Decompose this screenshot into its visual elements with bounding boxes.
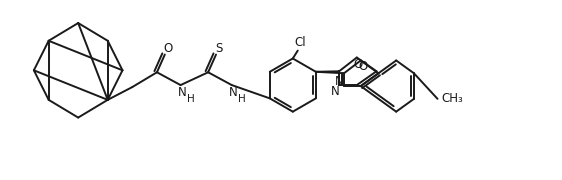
Text: CH₃: CH₃ (442, 92, 463, 105)
Text: O: O (353, 58, 362, 71)
Text: H: H (238, 94, 246, 104)
Text: N: N (229, 86, 238, 100)
Text: O: O (163, 42, 173, 55)
Text: N: N (331, 86, 339, 98)
Text: Cl: Cl (295, 36, 306, 49)
Text: H: H (187, 94, 194, 104)
Text: O: O (358, 60, 368, 73)
Text: S: S (215, 42, 223, 55)
Text: N: N (178, 86, 187, 100)
Text: N: N (335, 75, 343, 88)
